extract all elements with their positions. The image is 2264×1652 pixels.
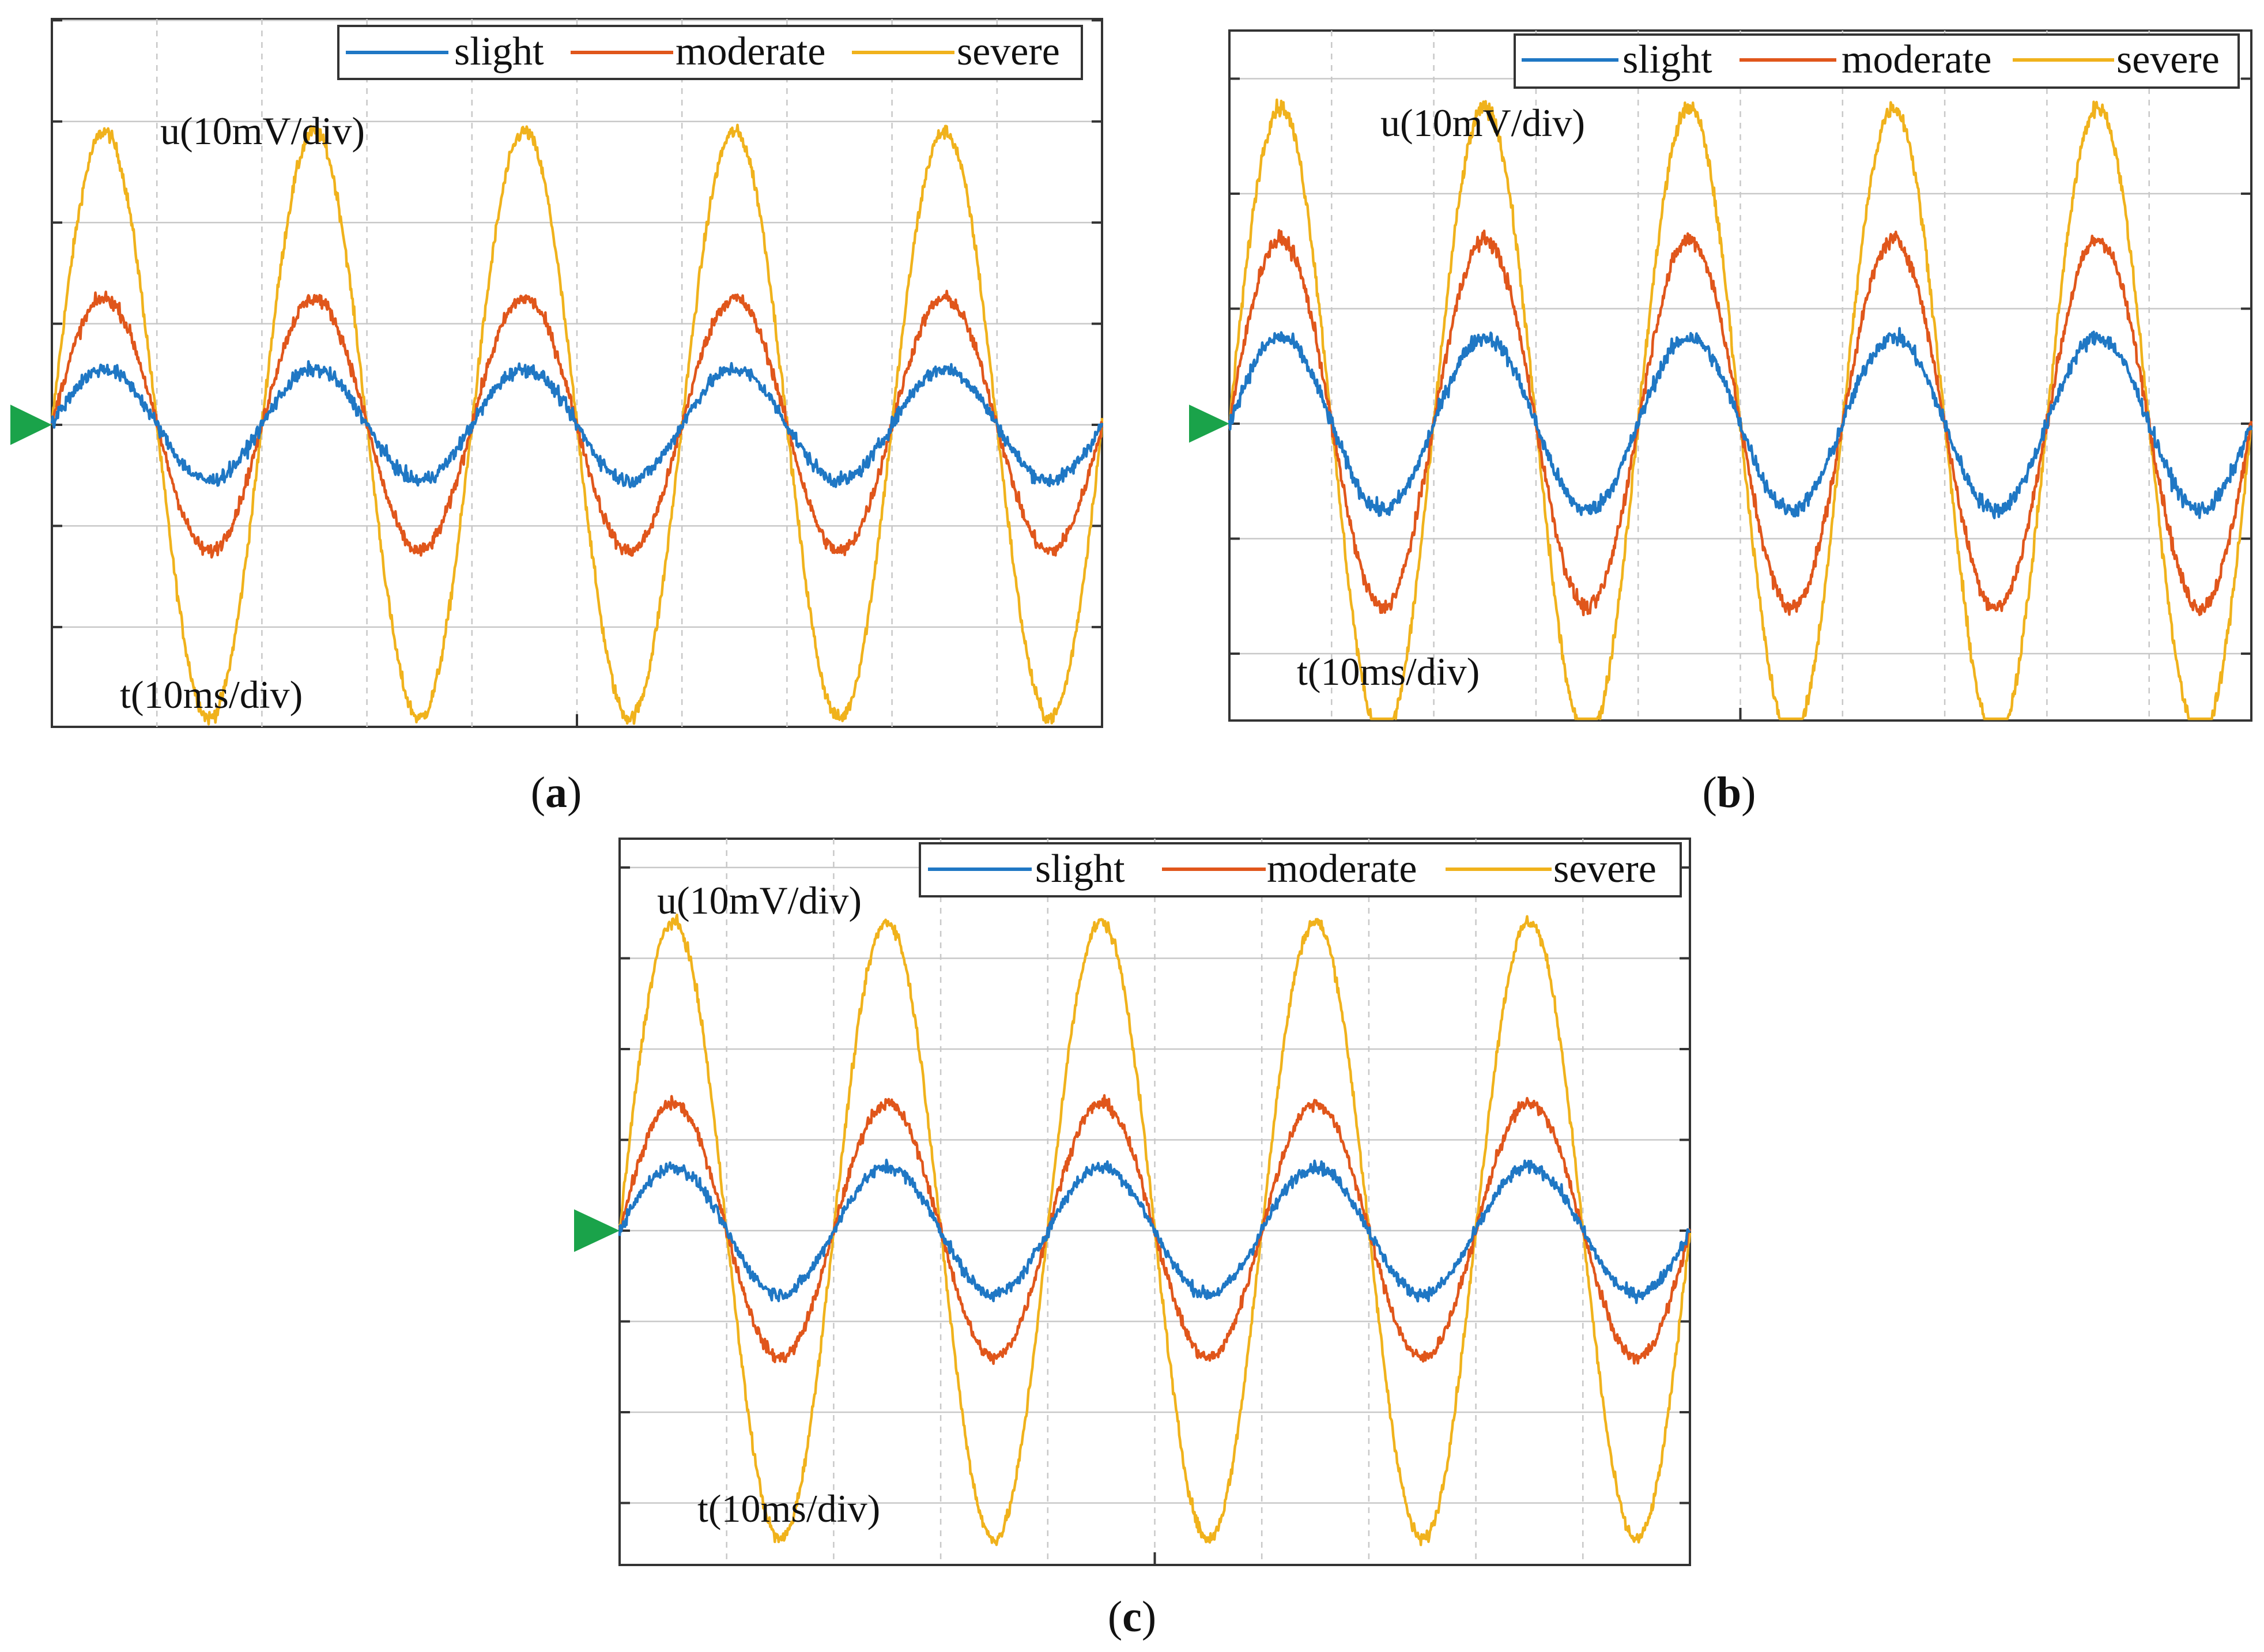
panel-c-legend-label-slight: slight [1035,847,1125,891]
panel-a-legend-label-moderate: moderate [676,29,825,74]
panel-a-label: (a) [531,768,582,817]
panel-a-trigger-marker [10,405,52,445]
panel-c-traces [618,913,1692,1547]
panel-c-legend: slight moderate severe [919,842,1682,897]
panel-a-ylabel: u(10mV/div) [160,109,365,153]
panel-a-legend-label-severe: severe [957,29,1060,74]
panel-b-legend-label-moderate: moderate [1842,37,1991,82]
panel-b-traces [1228,98,2253,721]
panel-b-xlabel: t(10ms/div) [1297,650,1480,693]
panel-c: u(10mV/div) t(10ms/div) slight moderate … [574,838,1692,1641]
panel-b-legend: slight moderate severe [1514,33,2240,89]
panel-b: u(10mV/div) t(10ms/div) slight moderate … [1189,29,2253,817]
panel-a-traces [50,123,1104,726]
panel-b-legend-label-severe: severe [2116,37,2220,82]
panel-a-xlabel: t(10ms/div) [120,673,303,716]
panel-b-ylabel: u(10mV/div) [1380,101,1585,145]
panel-c-legend-label-moderate: moderate [1267,847,1417,891]
panel-a-legend-box [337,25,1083,80]
panel-c-xlabel: t(10ms/div) [697,1487,880,1530]
panel-a-label-letter: a [545,768,567,817]
panel-b-trigger-marker [1189,405,1229,443]
panel-c-trigger-marker [574,1209,620,1252]
panel-a-legend: slight moderate severe [337,25,1083,80]
panel-a: u(10mV/div) t(10ms/div) slight moderate … [10,18,1104,817]
panel-b-legend-label-slight: slight [1622,37,1712,82]
panel-c-legend-box [919,842,1682,897]
series-line-slight [50,360,1104,489]
panel-c-legend-label-severe: severe [1553,847,1657,891]
panel-a-grid [52,19,1102,727]
panel-b-label: (b) [1703,768,1756,817]
panel-c-grid [620,839,1690,1565]
series-line-slight [618,1159,1691,1304]
panel-b-label-letter: b [1717,768,1741,817]
panel-a-legend-label-slight: slight [454,29,544,74]
panel-c-label-letter: c [1122,1593,1142,1641]
panel-b-legend-box [1514,33,2240,89]
series-line-slight [1228,327,2253,519]
panel-c-label: (c) [1108,1593,1156,1641]
panel-c-ylabel: u(10mV/div) [657,878,862,922]
